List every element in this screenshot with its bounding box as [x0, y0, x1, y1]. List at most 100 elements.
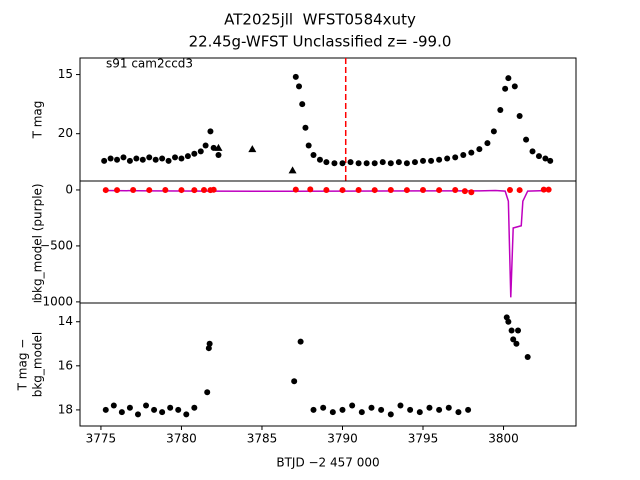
x-tick-label: 3775: [86, 432, 117, 446]
marker: [436, 156, 443, 163]
x-axis-label: BTJD −2 457 000: [276, 456, 379, 470]
marker: [490, 128, 497, 135]
marker: [426, 404, 433, 411]
marker: [183, 411, 190, 418]
marker: [299, 101, 306, 108]
marker: [420, 186, 427, 193]
y-tick-label: 14: [58, 314, 73, 328]
marker: [484, 140, 491, 147]
x-tick-label: 3780: [166, 432, 197, 446]
marker: [476, 146, 483, 153]
marker: [349, 402, 356, 409]
marker: [515, 327, 522, 334]
y-tick-label: 0: [65, 182, 73, 196]
marker: [248, 145, 257, 153]
marker: [468, 189, 475, 196]
marker: [436, 406, 443, 413]
marker: [452, 154, 459, 161]
marker: [371, 160, 378, 167]
marker: [207, 128, 214, 135]
marker: [547, 157, 554, 164]
marker: [363, 160, 370, 167]
y-tick-label: −1000: [32, 294, 73, 308]
y-axis-label: bkg_model (purple): [31, 183, 45, 300]
marker: [468, 149, 475, 156]
marker: [114, 156, 121, 163]
marker: [452, 186, 459, 193]
marker: [197, 148, 204, 155]
marker: [146, 154, 153, 161]
marker: [329, 409, 336, 416]
marker: [206, 340, 213, 347]
marker: [133, 155, 140, 162]
marker: [339, 406, 346, 413]
marker: [455, 409, 462, 416]
marker: [134, 411, 141, 418]
marker: [139, 156, 146, 163]
marker: [461, 188, 468, 195]
marker: [167, 404, 174, 411]
marker: [114, 187, 121, 194]
x-tick-label: 3800: [488, 432, 519, 446]
marker: [535, 153, 542, 160]
marker: [506, 186, 513, 193]
marker: [110, 402, 117, 409]
y-axis-label: bkg_model: [31, 332, 45, 398]
marker: [358, 409, 365, 416]
marker: [523, 136, 530, 143]
marker: [545, 186, 552, 193]
marker: [378, 406, 385, 413]
chart-title: AT2025jll WFST0584xuty: [224, 11, 416, 29]
marker: [316, 156, 323, 163]
y-tick-label: 16: [58, 358, 73, 372]
marker: [307, 186, 314, 193]
marker: [130, 186, 137, 193]
marker: [339, 187, 346, 194]
marker: [178, 155, 185, 162]
marker: [191, 404, 198, 411]
marker: [540, 186, 547, 193]
marker: [407, 406, 414, 413]
marker: [524, 354, 531, 361]
marker: [542, 155, 549, 162]
marker: [191, 187, 198, 194]
y-tick-label: 20: [58, 126, 73, 140]
marker: [331, 160, 338, 167]
marker: [428, 157, 435, 164]
marker: [516, 112, 523, 119]
marker: [151, 406, 158, 413]
marker: [172, 154, 179, 161]
marker: [444, 155, 451, 162]
marker: [379, 159, 386, 166]
marker: [101, 157, 108, 164]
marker: [305, 142, 312, 149]
y-axis-label: T mag −: [16, 339, 30, 392]
marker: [191, 150, 198, 157]
marker: [210, 144, 217, 151]
marker: [323, 186, 330, 193]
marker: [178, 187, 185, 194]
marker: [420, 157, 427, 164]
marker: [436, 187, 443, 194]
marker: [411, 159, 418, 166]
marker: [395, 159, 402, 166]
line: [104, 189, 549, 298]
marker: [516, 187, 523, 194]
marker: [288, 166, 297, 174]
marker: [497, 107, 504, 114]
marker: [102, 187, 109, 194]
x-tick-label: 3790: [327, 432, 358, 446]
marker: [397, 402, 404, 409]
marker: [511, 83, 518, 90]
marker: [201, 186, 207, 193]
marker: [184, 153, 191, 160]
marker: [214, 143, 223, 151]
marker: [146, 187, 153, 194]
marker: [513, 340, 520, 347]
marker: [508, 327, 515, 334]
marker: [120, 154, 127, 161]
marker: [175, 406, 182, 413]
marker: [126, 404, 133, 411]
marker: [102, 406, 109, 413]
marker: [159, 409, 166, 416]
